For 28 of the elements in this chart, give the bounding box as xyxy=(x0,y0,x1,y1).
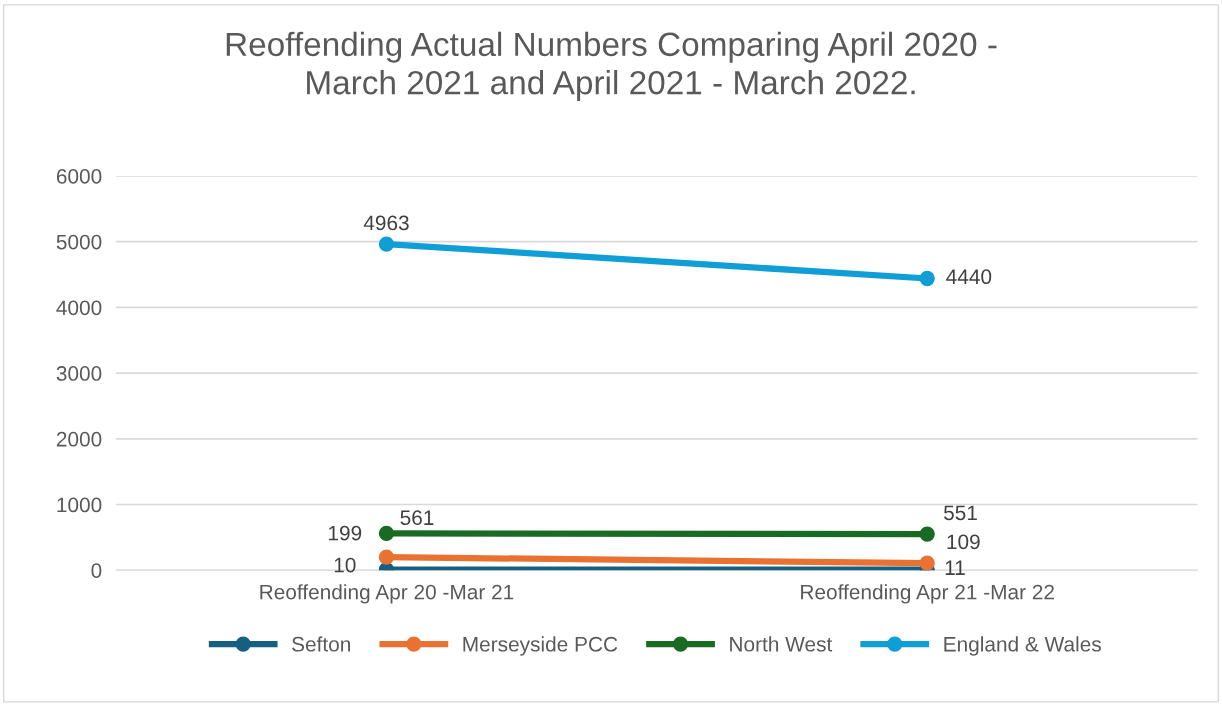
data-label: 109 xyxy=(947,534,980,550)
point xyxy=(378,236,395,252)
point xyxy=(378,525,395,542)
y-tick-label: 4000 xyxy=(56,300,102,316)
legend-label: England & Wales xyxy=(944,636,1101,656)
data-label: 199 xyxy=(329,525,362,541)
data-label: 4440 xyxy=(946,269,992,285)
chart-title: Reoffending Actual Numbers Comparing April 2020 - March 2021 and April 2021 - March 2022. xyxy=(226,31,997,102)
data-label: 10 xyxy=(334,557,356,573)
legend-label: Sefton xyxy=(292,636,350,652)
y-tick-label: 2000 xyxy=(56,431,102,447)
y-tick-label: 0 xyxy=(91,563,102,578)
y-tick-label: 1000 xyxy=(57,497,102,513)
point xyxy=(919,555,935,571)
y-tick-label: 3000 xyxy=(56,366,102,381)
x-tick-label: Reoffending Apr 20 -Mar 21 xyxy=(260,584,514,604)
point xyxy=(919,526,935,542)
legend-label: North West xyxy=(730,636,833,652)
point xyxy=(378,549,395,565)
point xyxy=(919,270,935,287)
x-tick-label: Reoffending Apr 21 -Mar 22 xyxy=(801,584,1054,604)
data-label: 551 xyxy=(943,505,977,521)
data-label: 4963 xyxy=(363,215,409,231)
y-tick-label: 5000 xyxy=(56,234,102,250)
legend-label: Merseyside PCC xyxy=(463,636,618,656)
y-tick-label: 6000 xyxy=(56,169,102,184)
data-label: 11 xyxy=(945,560,965,575)
data-label: 561 xyxy=(400,510,434,526)
